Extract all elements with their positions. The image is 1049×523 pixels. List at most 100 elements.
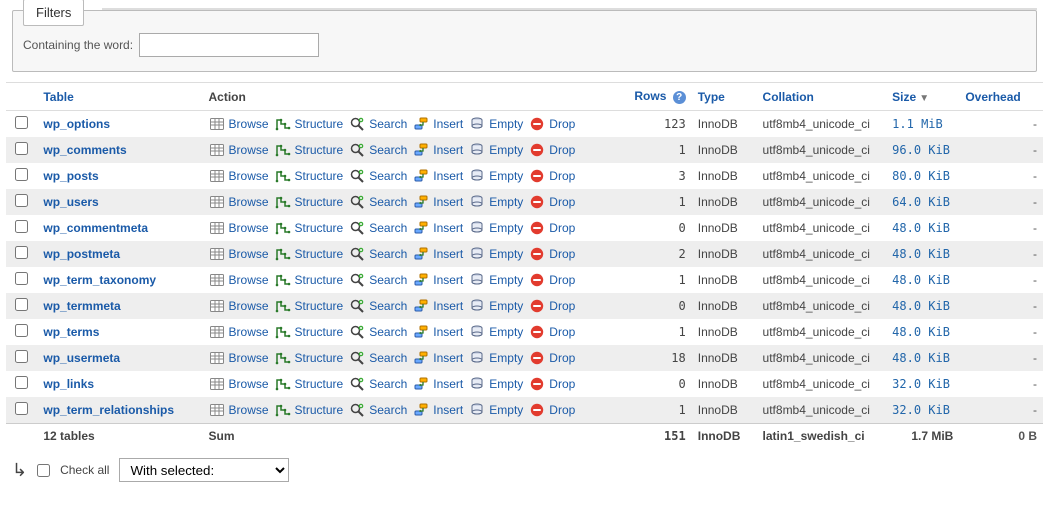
- browse-action[interactable]: Browse: [209, 272, 269, 288]
- table-name-link[interactable]: wp_links: [43, 377, 94, 391]
- empty-action[interactable]: Empty: [469, 376, 523, 392]
- search-action[interactable]: Search: [349, 168, 407, 184]
- col-table[interactable]: Table: [37, 83, 202, 111]
- row-checkbox[interactable]: [15, 194, 28, 207]
- insert-action[interactable]: Insert: [413, 246, 463, 262]
- row-checkbox[interactable]: [15, 324, 28, 337]
- row-checkbox[interactable]: [15, 376, 28, 389]
- empty-action[interactable]: Empty: [469, 142, 523, 158]
- containing-word-input[interactable]: [139, 33, 319, 57]
- search-action[interactable]: Search: [349, 376, 407, 392]
- row-checkbox[interactable]: [15, 402, 28, 415]
- empty-action[interactable]: Empty: [469, 272, 523, 288]
- drop-action[interactable]: Drop: [529, 194, 575, 210]
- table-name-link[interactable]: wp_users: [43, 195, 98, 209]
- structure-action[interactable]: Structure: [275, 246, 344, 262]
- drop-action[interactable]: Drop: [529, 220, 575, 236]
- structure-action[interactable]: Structure: [275, 376, 344, 392]
- row-checkbox[interactable]: [15, 350, 28, 363]
- table-name-link[interactable]: wp_term_taxonomy: [43, 273, 156, 287]
- search-action[interactable]: Search: [349, 220, 407, 236]
- col-overhead[interactable]: Overhead: [959, 83, 1043, 111]
- empty-action[interactable]: Empty: [469, 324, 523, 340]
- search-action[interactable]: Search: [349, 246, 407, 262]
- search-action[interactable]: Search: [349, 142, 407, 158]
- row-checkbox[interactable]: [15, 220, 28, 233]
- insert-action[interactable]: Insert: [413, 376, 463, 392]
- structure-action[interactable]: Structure: [275, 142, 344, 158]
- browse-action[interactable]: Browse: [209, 168, 269, 184]
- drop-action[interactable]: Drop: [529, 116, 575, 132]
- search-action[interactable]: Search: [349, 324, 407, 340]
- insert-action[interactable]: Insert: [413, 116, 463, 132]
- search-action[interactable]: Search: [349, 194, 407, 210]
- browse-action[interactable]: Browse: [209, 194, 269, 210]
- insert-action[interactable]: Insert: [413, 272, 463, 288]
- table-name-link[interactable]: wp_posts: [43, 169, 98, 183]
- empty-action[interactable]: Empty: [469, 402, 523, 418]
- browse-action[interactable]: Browse: [209, 298, 269, 314]
- insert-action[interactable]: Insert: [413, 350, 463, 366]
- structure-action[interactable]: Structure: [275, 220, 344, 236]
- browse-action[interactable]: Browse: [209, 402, 269, 418]
- row-checkbox[interactable]: [15, 116, 28, 129]
- structure-action[interactable]: Structure: [275, 324, 344, 340]
- check-all-checkbox[interactable]: [37, 464, 50, 477]
- with-selected-dropdown[interactable]: With selected:: [119, 458, 289, 482]
- filters-tab[interactable]: Filters: [23, 0, 84, 26]
- search-action[interactable]: Search: [349, 350, 407, 366]
- empty-action[interactable]: Empty: [469, 220, 523, 236]
- structure-action[interactable]: Structure: [275, 194, 344, 210]
- row-checkbox[interactable]: [15, 298, 28, 311]
- drop-action[interactable]: Drop: [529, 324, 575, 340]
- search-action[interactable]: Search: [349, 116, 407, 132]
- empty-action[interactable]: Empty: [469, 298, 523, 314]
- search-action[interactable]: Search: [349, 402, 407, 418]
- drop-action[interactable]: Drop: [529, 350, 575, 366]
- insert-action[interactable]: Insert: [413, 168, 463, 184]
- table-name-link[interactable]: wp_termmeta: [43, 299, 120, 313]
- browse-action[interactable]: Browse: [209, 376, 269, 392]
- table-name-link[interactable]: wp_commentmeta: [43, 221, 148, 235]
- empty-action[interactable]: Empty: [469, 116, 523, 132]
- browse-action[interactable]: Browse: [209, 246, 269, 262]
- col-type[interactable]: Type: [692, 83, 757, 111]
- row-checkbox[interactable]: [15, 168, 28, 181]
- insert-action[interactable]: Insert: [413, 220, 463, 236]
- browse-action[interactable]: Browse: [209, 324, 269, 340]
- browse-action[interactable]: Browse: [209, 116, 269, 132]
- drop-action[interactable]: Drop: [529, 298, 575, 314]
- drop-action[interactable]: Drop: [529, 402, 575, 418]
- browse-action[interactable]: Browse: [209, 350, 269, 366]
- empty-action[interactable]: Empty: [469, 246, 523, 262]
- insert-action[interactable]: Insert: [413, 324, 463, 340]
- structure-action[interactable]: Structure: [275, 402, 344, 418]
- search-action[interactable]: Search: [349, 272, 407, 288]
- drop-action[interactable]: Drop: [529, 142, 575, 158]
- table-name-link[interactable]: wp_postmeta: [43, 247, 120, 261]
- table-name-link[interactable]: wp_terms: [43, 325, 99, 339]
- structure-action[interactable]: Structure: [275, 272, 344, 288]
- empty-action[interactable]: Empty: [469, 350, 523, 366]
- table-name-link[interactable]: wp_term_relationships: [43, 403, 174, 417]
- table-name-link[interactable]: wp_usermeta: [43, 351, 120, 365]
- structure-action[interactable]: Structure: [275, 298, 344, 314]
- row-checkbox[interactable]: [15, 142, 28, 155]
- insert-action[interactable]: Insert: [413, 298, 463, 314]
- empty-action[interactable]: Empty: [469, 194, 523, 210]
- drop-action[interactable]: Drop: [529, 246, 575, 262]
- drop-action[interactable]: Drop: [529, 272, 575, 288]
- search-action[interactable]: Search: [349, 298, 407, 314]
- structure-action[interactable]: Structure: [275, 350, 344, 366]
- browse-action[interactable]: Browse: [209, 220, 269, 236]
- drop-action[interactable]: Drop: [529, 376, 575, 392]
- table-name-link[interactable]: wp_options: [43, 117, 110, 131]
- insert-action[interactable]: Insert: [413, 194, 463, 210]
- browse-action[interactable]: Browse: [209, 142, 269, 158]
- structure-action[interactable]: Structure: [275, 168, 344, 184]
- table-name-link[interactable]: wp_comments: [43, 143, 126, 157]
- row-checkbox[interactable]: [15, 272, 28, 285]
- empty-action[interactable]: Empty: [469, 168, 523, 184]
- drop-action[interactable]: Drop: [529, 168, 575, 184]
- col-size[interactable]: Size▼: [886, 83, 959, 111]
